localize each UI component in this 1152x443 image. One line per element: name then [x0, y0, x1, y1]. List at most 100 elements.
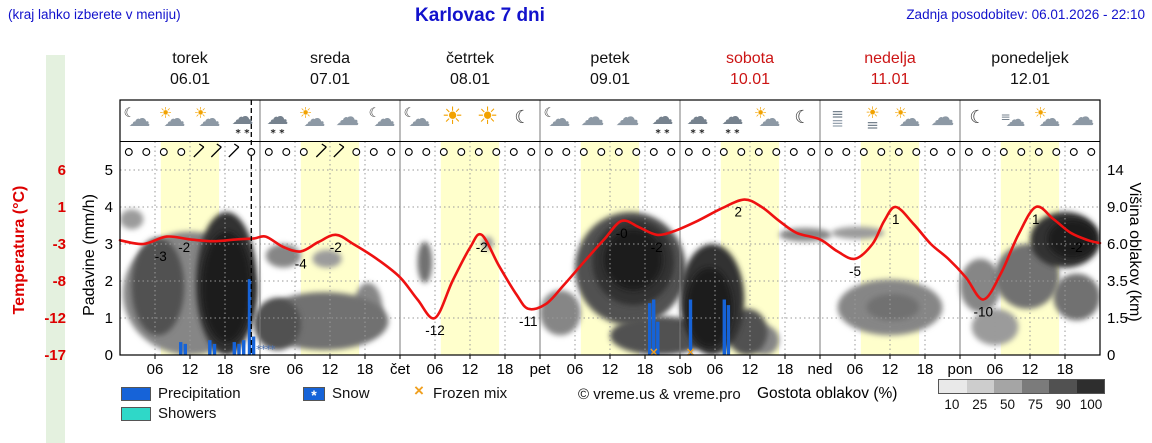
weather-icon-row: ☾☁ ☀☁ ☀☁ ☁* *☁* *☀☁ ☁ ☾☁ ☾☁ ☀ ☀ ☾ ☾☁ ☁ ☁ ☁* *☁* *☁* *… [124, 102, 1095, 139]
temperature-line [118, 198, 1102, 320]
svg-text:pet: pet [530, 361, 552, 378]
calm-wind-icon [947, 148, 956, 156]
sun-icon: ☀ [442, 102, 464, 130]
svg-text:-17: -17 [44, 347, 66, 364]
svg-text:☁: ☁ [129, 107, 151, 132]
svg-text:18: 18 [357, 361, 374, 378]
svg-text:☾: ☾ [794, 107, 810, 128]
calm-wind-icon [719, 148, 728, 156]
svg-text:06: 06 [567, 361, 584, 378]
svg-text:☀: ☀ [894, 104, 907, 122]
svg-text:-11: -11 [519, 314, 538, 329]
calm-wind-icon [299, 148, 308, 156]
calm-wind-icon [509, 148, 518, 156]
day-name: petek [590, 50, 630, 67]
svg-text:☀: ☀ [159, 104, 172, 122]
calm-wind-icon [684, 148, 693, 156]
sun-cloud-icon: ☀☁ [894, 104, 921, 132]
svg-text:☁: ☁ [1006, 107, 1026, 131]
svg-text:☁: ☁ [616, 103, 640, 131]
svg-text:☁: ☁ [336, 103, 360, 131]
svg-text:*: * [261, 343, 267, 356]
svg-text:☾: ☾ [124, 106, 136, 121]
calm-wind-icon [404, 148, 413, 156]
svg-text:2: 2 [735, 205, 743, 220]
svg-text:≡: ≡ [866, 116, 879, 134]
svg-text:-4: -4 [295, 256, 307, 271]
calm-wind-icon [859, 148, 868, 156]
svg-text:-3: -3 [53, 236, 66, 253]
calm-wind-icon [929, 148, 938, 156]
calm-wind-icon [474, 148, 483, 156]
day-header-petek: petek 09.01 [540, 48, 680, 90]
page-title: Karlovac 7 dni [415, 5, 545, 26]
moon-icon: ☾ [514, 107, 530, 128]
svg-text:18: 18 [1057, 361, 1074, 378]
svg-text:☀: ☀ [442, 102, 464, 130]
svg-text:3: 3 [105, 236, 113, 253]
sun-lens-icon: ☀≡ [865, 103, 879, 134]
svg-text:☀: ☀ [865, 103, 879, 122]
svg-text:1: 1 [105, 310, 113, 327]
svg-text:☁: ☁ [931, 103, 955, 131]
svg-text:☀: ☀ [477, 102, 499, 130]
svg-text:-12: -12 [425, 323, 445, 338]
calm-wind-icon [649, 148, 658, 156]
day-header-ponedeljek: ponedeljek 12.01 [960, 48, 1100, 90]
cloud-lens-icon: ≡☁ [1000, 107, 1025, 131]
svg-text:12: 12 [882, 361, 899, 378]
moon-cloud-icon: ☾☁ [124, 106, 151, 132]
calm-wind-icon [789, 148, 798, 156]
svg-text:*: * [270, 343, 276, 356]
calm-wind-icon [632, 148, 641, 156]
calm-wind-icon [124, 148, 133, 156]
calm-wind-icon [597, 148, 606, 156]
calm-wind-icon [422, 148, 431, 156]
svg-text:☁: ☁ [374, 107, 396, 132]
calm-wind-icon [177, 148, 186, 156]
svg-text:3.5: 3.5 [1107, 273, 1128, 290]
svg-text:12: 12 [462, 361, 479, 378]
calm-wind-icon [579, 148, 588, 156]
day-header-četrtek: četrtek 08.01 [400, 48, 540, 90]
day-name: torek [172, 50, 208, 67]
calm-wind-icon [544, 148, 553, 156]
frozen-mix-marks: × × [649, 345, 696, 359]
svg-text:0: 0 [105, 347, 113, 364]
svg-text:☀: ☀ [299, 104, 312, 122]
calm-wind-icon [737, 148, 746, 156]
svg-text:14: 14 [1107, 162, 1124, 179]
wind-barb-icon [315, 143, 327, 158]
svg-text:pon: pon [947, 361, 972, 378]
svg-text:-0: -0 [616, 226, 628, 241]
svg-text:ned: ned [807, 361, 832, 378]
svg-text:☁: ☁ [759, 107, 781, 132]
day-header-torek: torek 06.01 [120, 48, 260, 90]
svg-text:06: 06 [427, 361, 444, 378]
svg-text:18: 18 [637, 361, 654, 378]
svg-text:sob: sob [668, 361, 692, 378]
svg-text:* *: * * [691, 128, 706, 139]
svg-text:≡: ≡ [831, 105, 844, 123]
svg-text:☁: ☁ [549, 107, 571, 132]
svg-text:1.5: 1.5 [1107, 310, 1128, 327]
day-name: sreda [309, 50, 351, 67]
calm-wind-icon [159, 148, 168, 156]
svg-text:-2: -2 [476, 240, 488, 255]
precip-tick-labels: 5 4 3 2 1 0 [105, 162, 113, 364]
svg-text:06: 06 [147, 361, 164, 378]
snow-marks: * * * * [256, 343, 276, 356]
calm-wind-icon [527, 148, 536, 156]
calm-wind-icon [387, 148, 396, 156]
calm-wind-icon [457, 148, 466, 156]
calm-wind-icon [247, 148, 256, 156]
svg-text:*: * [265, 343, 271, 356]
calm-wind-icon [842, 148, 851, 156]
day-name: četrtek [445, 50, 494, 67]
sun-cloud-icon: ☀☁ [299, 104, 326, 132]
svg-text:-3: -3 [155, 249, 167, 264]
svg-text:sre: sre [250, 361, 271, 378]
svg-text:☁: ☁ [722, 105, 744, 130]
svg-text:1: 1 [892, 212, 900, 227]
